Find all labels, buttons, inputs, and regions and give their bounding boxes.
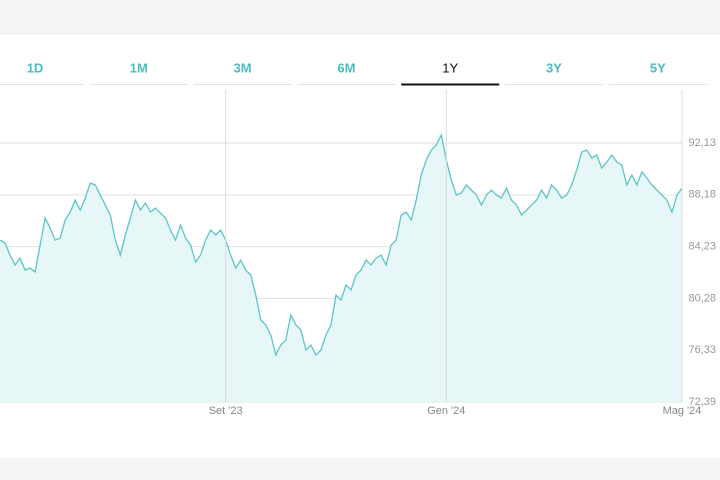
y-tick-label: 72,39	[688, 396, 716, 408]
tab[interactable]: 1Y	[442, 60, 458, 75]
area-fill	[0, 135, 682, 402]
tab[interactable]: 3M	[234, 60, 252, 75]
y-tick-label: 84,23	[688, 241, 716, 253]
y-tick-label: 92,13	[688, 137, 716, 149]
x-tick-label: Gen '24	[427, 405, 465, 417]
x-tick-label: Mag '24	[663, 405, 702, 417]
y-tick-label: 76,33	[688, 344, 716, 356]
price-line	[0, 133, 683, 357]
y-tick-label: 88,18	[688, 189, 716, 201]
x-tick-label: Set '23	[209, 405, 243, 417]
y-tick-label: 80,28	[688, 292, 716, 304]
tab[interactable]: 3Y	[546, 60, 562, 75]
tab[interactable]: 6M	[337, 60, 355, 75]
tab[interactable]: 1M	[130, 60, 148, 75]
tab[interactable]: 1D	[27, 60, 44, 75]
tab[interactable]: 5Y	[650, 60, 666, 75]
